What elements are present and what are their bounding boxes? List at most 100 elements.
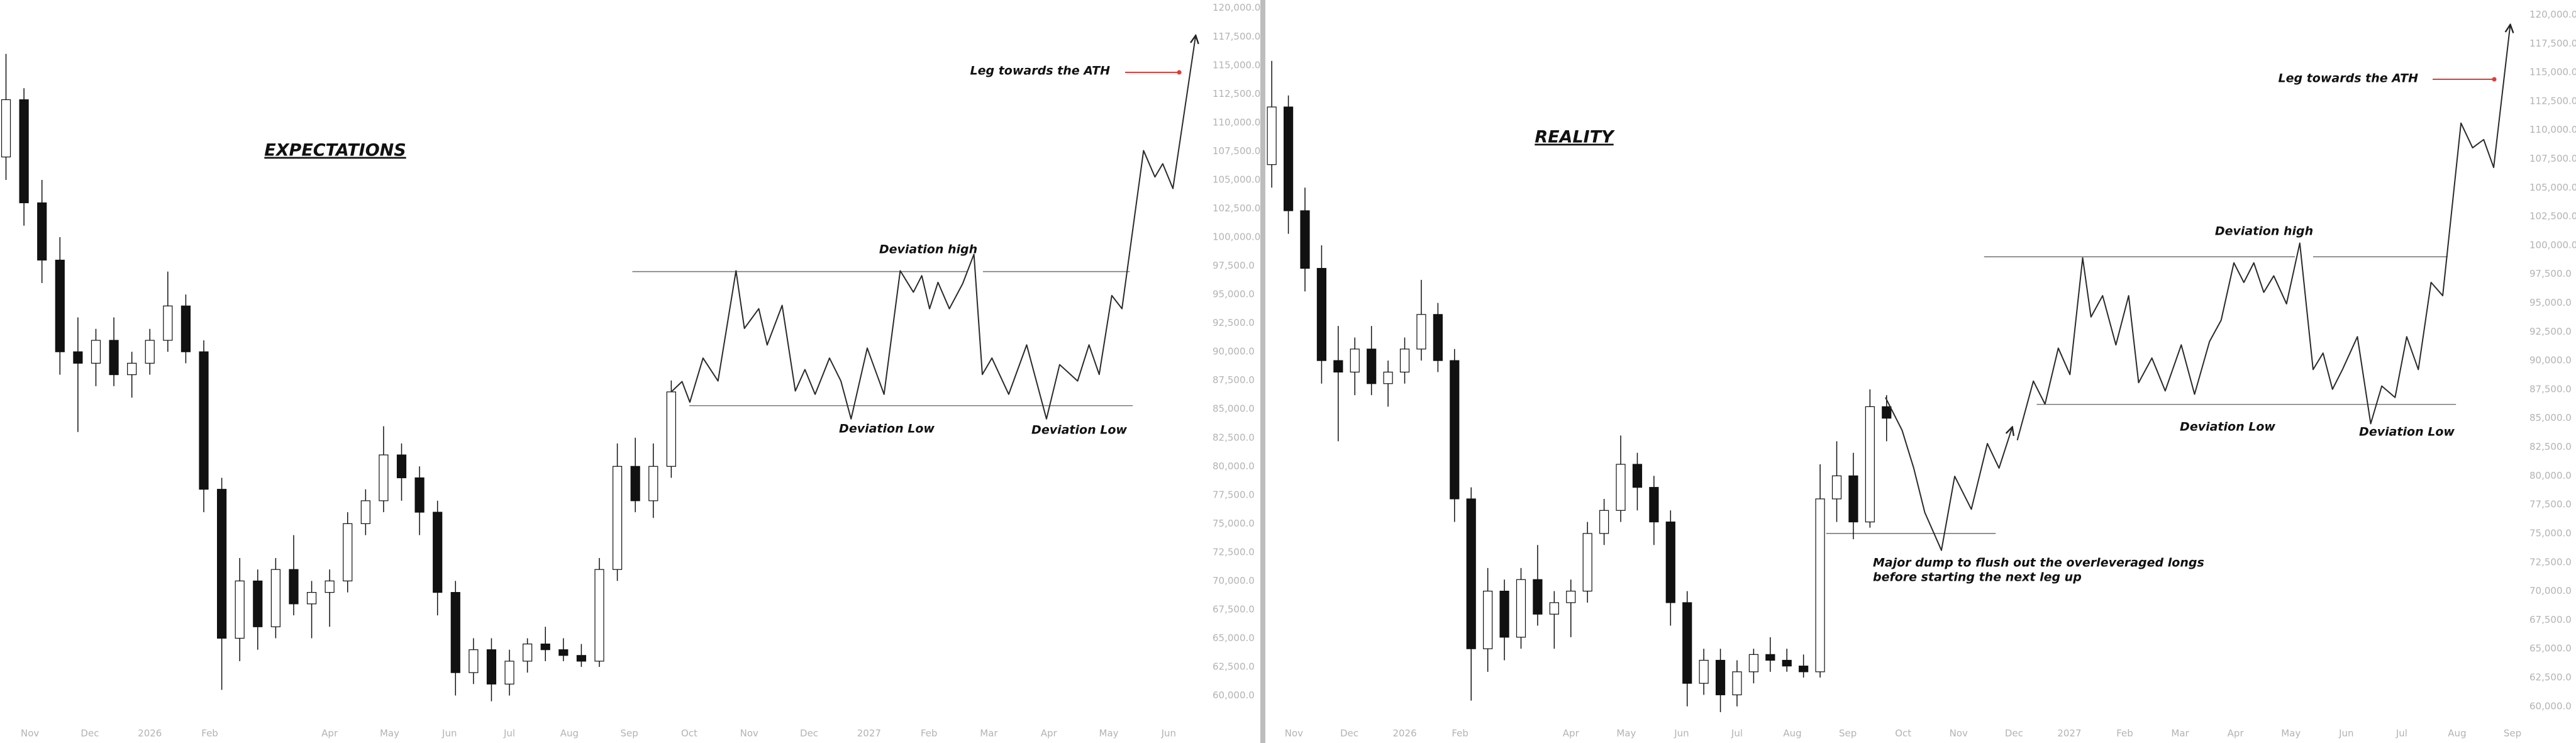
candle-body [325,580,335,593]
candle-body [1399,349,1410,373]
annotation: Deviation Low [2180,420,2275,434]
y-tick-label: 82,500.0 [1213,432,1255,443]
x-tick-label: Apr [2228,728,2245,739]
y-tick-label: 107,500.0 [2529,153,2576,164]
x-tick-label: Jun [1161,728,1176,739]
candle-body [91,340,101,364]
y-tick-label: 85,000.0 [1213,403,1255,415]
candle-body [558,649,569,656]
annotation: Major dump to flush out the overleverage… [1873,556,2204,570]
candle-body [145,340,155,364]
candle-body [1582,533,1592,592]
y-tick-label: 120,000.0 [2529,9,2576,20]
candle-body [73,351,83,364]
y-tick-label: 87,500.0 [2529,383,2572,394]
x-tick-label: Apr [321,728,338,739]
x-tick-label: Feb [921,728,938,739]
x-tick-label: Aug [2448,728,2466,739]
candle-body [1848,475,1858,523]
candle-body [1433,314,1443,361]
candle-body [1765,654,1775,661]
candle-body [504,661,514,684]
candle-body [1367,349,1377,384]
y-tick-label: 112,500.0 [1213,88,1260,99]
y-tick-label: 67,500.0 [1213,603,1255,615]
candle-body [55,259,65,352]
candle-body [523,643,533,662]
y-tick-label: 117,500.0 [1213,31,1260,42]
y-tick-label: 100,000.0 [2529,239,2576,250]
x-tick-label: Jun [2338,728,2353,739]
x-tick-label: Sep [2504,728,2521,739]
candle-body [1283,106,1294,211]
y-tick-label: 87,500.0 [1213,374,1255,386]
y-tick-label: 70,000.0 [1213,575,1255,586]
candle-body [630,466,640,501]
annotation: Deviation Low [1031,423,1127,437]
candle-body [199,351,209,490]
annotation: Leg towards the ATH [2279,72,2419,86]
y-tick-label: 90,000.0 [2529,355,2572,366]
x-tick-label: Nov [740,728,758,739]
y-tick-label: 65,000.0 [1213,632,1255,644]
candle-body [666,391,676,467]
y-tick-label: 97,500.0 [1213,260,1255,271]
y-tick-label: 92,500.0 [1213,317,1255,328]
candle-body [19,99,29,203]
x-tick-label: Nov [21,728,39,739]
y-tick-label: 107,500.0 [1213,145,1260,157]
candle-body [1748,654,1759,673]
y-tick-label: 105,000.0 [2529,182,2576,193]
candle-body [1566,590,1576,603]
y-tick-label: 70,000.0 [2529,585,2572,596]
x-tick-label: 2026 [1392,728,1416,739]
candle-body [343,523,353,582]
y-tick-label: 80,000.0 [1213,461,1255,472]
y-tick-label: 95,000.0 [2529,297,2572,308]
candle-body [1466,498,1476,649]
y-tick-label: 62,500.0 [1213,661,1255,673]
x-tick-label: May [1099,728,1119,739]
candle-body [396,454,407,479]
y-tick-label: 62,500.0 [2529,671,2572,683]
x-tick-label: 2027 [857,728,881,739]
candle-body [1815,498,1825,673]
candle-body [540,643,550,651]
candle-body [433,511,443,593]
y-tick-label: 102,500.0 [2529,211,2576,222]
candle-body [594,569,604,662]
x-tick-label: Oct [1895,728,1911,739]
y-tick-label: 82,500.0 [2529,441,2572,452]
candle-body [180,305,191,352]
y-tick-label: 90,000.0 [1213,346,1255,357]
x-tick-label: Feb [201,728,218,739]
projection-line [2016,25,2511,440]
candle-body [235,580,245,639]
y-tick-label: 72,500.0 [2529,556,2572,567]
candle-body [1649,487,1659,523]
pointer-dot [1177,70,1182,75]
x-tick-label: Jun [441,728,457,739]
panel-title: REALITY [1535,128,1615,147]
candle-body [1483,590,1493,649]
y-tick-label: 72,500.0 [1213,546,1255,557]
candle-body [1316,267,1327,361]
x-tick-label: Mar [980,728,998,739]
x-tick-label: May [380,728,399,739]
y-tick-label: 60,000.0 [2529,700,2572,712]
x-tick-label: Jun [1674,728,1689,739]
candle-body [1699,659,1709,684]
candle-body [1416,314,1426,350]
y-tick-label: 112,500.0 [2529,95,2576,106]
x-tick-label: Dec [80,728,99,739]
x-tick-label: May [2281,728,2301,739]
candle-body [1831,475,1842,500]
candle-body [1549,602,1559,615]
candle-body [1732,671,1742,696]
y-tick-label: 65,000.0 [2529,643,2572,654]
x-tick-label: Apr [1563,728,1580,739]
x-tick-label: Jul [2396,728,2407,739]
candle-body [648,466,658,501]
candle-body [379,454,389,501]
candle-body [1599,510,1609,534]
